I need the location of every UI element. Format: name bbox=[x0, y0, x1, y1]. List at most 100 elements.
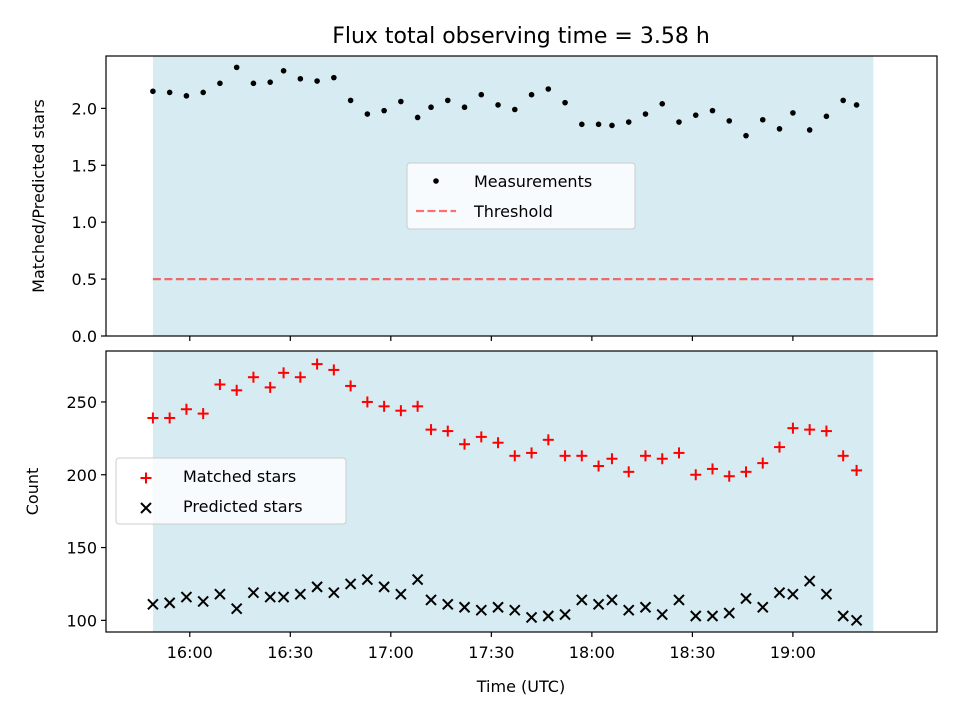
measurement-point bbox=[759, 116, 766, 123]
predicted-star-point bbox=[197, 595, 209, 608]
matched-star-point bbox=[180, 403, 192, 415]
matched-star-point bbox=[639, 450, 651, 462]
bottom-y-tick-label: 250 bbox=[66, 393, 97, 412]
x-tick-label: 18:00 bbox=[569, 643, 615, 662]
matched-star-point bbox=[164, 412, 176, 424]
matched-star-point bbox=[492, 437, 504, 449]
matched-star-point bbox=[542, 434, 554, 446]
x-tick-label: 19:00 bbox=[770, 643, 816, 662]
matched-star-point bbox=[804, 424, 816, 436]
predicted-star-point bbox=[395, 588, 407, 600]
predicted-star-point bbox=[723, 607, 735, 619]
measurement-point bbox=[331, 74, 337, 81]
measurement-point bbox=[183, 93, 190, 99]
x-tick-label: 16:00 bbox=[167, 643, 213, 662]
chart-title: Flux total observing time = 3.58 h bbox=[332, 24, 710, 49]
predicted-star-point bbox=[344, 578, 357, 590]
top-axes-frame bbox=[105, 55, 938, 337]
x-tick-label: 17:00 bbox=[368, 643, 414, 662]
matched-star-point bbox=[395, 405, 407, 417]
predicted-star-point bbox=[425, 594, 437, 606]
matched-star-point bbox=[820, 425, 832, 437]
measurement-point bbox=[625, 119, 632, 125]
predicted-star-point bbox=[803, 575, 816, 587]
matched-star-point bbox=[623, 466, 635, 478]
predicted-star-point bbox=[442, 598, 454, 611]
measurement-point bbox=[250, 80, 257, 87]
matched-star-point bbox=[345, 380, 357, 392]
bottom-legend: Matched stars Predicted stars bbox=[115, 457, 347, 525]
measurement-point bbox=[428, 104, 434, 111]
matched-star-point bbox=[757, 457, 769, 469]
bottom-y-tick-label: 150 bbox=[66, 539, 97, 558]
matched-star-point bbox=[774, 441, 786, 453]
predicted-star-point bbox=[623, 604, 635, 616]
predicted-star-point bbox=[525, 611, 538, 624]
matched-star-point bbox=[740, 466, 752, 478]
matched-star-point bbox=[278, 367, 290, 379]
bottom-y-tick-label: 100 bbox=[66, 611, 97, 630]
predicted-star-point bbox=[559, 608, 571, 621]
matched-star-point bbox=[361, 396, 373, 408]
matched-star-point bbox=[214, 378, 226, 390]
matched-star-point bbox=[526, 447, 538, 459]
x-tick-label: 16:30 bbox=[267, 643, 313, 662]
predicted-star-point bbox=[411, 573, 424, 586]
measurement-point bbox=[267, 79, 273, 85]
measurement-point bbox=[314, 78, 320, 84]
matched-star-point bbox=[851, 464, 863, 476]
measurement-point bbox=[562, 99, 568, 106]
predicted-star-point bbox=[247, 586, 260, 599]
bottom-y-tick-label: 200 bbox=[66, 466, 97, 485]
matched-star-point bbox=[723, 470, 735, 482]
measurement-point bbox=[853, 102, 860, 108]
measurement-point bbox=[347, 97, 354, 104]
predicted-star-point bbox=[180, 591, 193, 603]
predicted-star-point bbox=[837, 610, 849, 622]
measurement-point bbox=[217, 80, 223, 87]
measurement-point bbox=[297, 75, 304, 82]
bottom-y-axis-label: Count bbox=[23, 468, 42, 516]
predicted-star-point bbox=[740, 592, 752, 605]
top-y-tick-label: 0.5 bbox=[72, 270, 97, 289]
measurement-point bbox=[461, 104, 468, 111]
predicted-star-point bbox=[542, 610, 555, 622]
measurement-point bbox=[233, 64, 240, 71]
measurement-point bbox=[528, 91, 535, 98]
measurement-point bbox=[200, 89, 206, 96]
predicted-star-point bbox=[361, 573, 374, 586]
measurement-point bbox=[840, 97, 846, 104]
matched-star-point bbox=[425, 424, 437, 436]
measurement-point bbox=[364, 111, 371, 117]
predicted-star-point bbox=[850, 614, 863, 627]
predicted-star-point bbox=[606, 594, 618, 606]
predicted-star-point bbox=[214, 588, 226, 600]
top-panel-ratio: 0.0 0.5 1.0 1.5 2.0 Matched/Predicted stars Me… bbox=[29, 55, 938, 346]
predicted-star-point bbox=[475, 604, 487, 616]
matched-star-point bbox=[690, 469, 702, 481]
measurement-point bbox=[444, 97, 451, 104]
matched-star-point bbox=[147, 412, 159, 424]
x-tick-label: 18:30 bbox=[669, 643, 715, 662]
legend-box bbox=[115, 457, 347, 525]
legend-marker-dot bbox=[433, 178, 439, 184]
matched-star-point bbox=[412, 400, 424, 412]
predicted-star-point bbox=[673, 594, 685, 606]
matched-star-point bbox=[247, 371, 259, 383]
matched-star-point bbox=[442, 425, 454, 437]
predicted-star-point bbox=[294, 588, 307, 600]
legend-label: Measurements bbox=[474, 172, 592, 191]
measurement-point bbox=[743, 132, 749, 139]
legend-label: Predicted stars bbox=[183, 497, 303, 516]
matched-star-point bbox=[606, 453, 618, 465]
predicted-star-point bbox=[492, 601, 504, 613]
predicted-star-point bbox=[592, 598, 605, 611]
measurement-point bbox=[398, 98, 404, 105]
measurement-point bbox=[478, 91, 485, 98]
matched-star-point bbox=[197, 408, 209, 420]
top-y-tick-label: 1.5 bbox=[72, 156, 97, 175]
predicted-star-point bbox=[264, 591, 276, 603]
predicted-star-point bbox=[639, 601, 652, 613]
legend-label: Matched stars bbox=[183, 467, 296, 486]
